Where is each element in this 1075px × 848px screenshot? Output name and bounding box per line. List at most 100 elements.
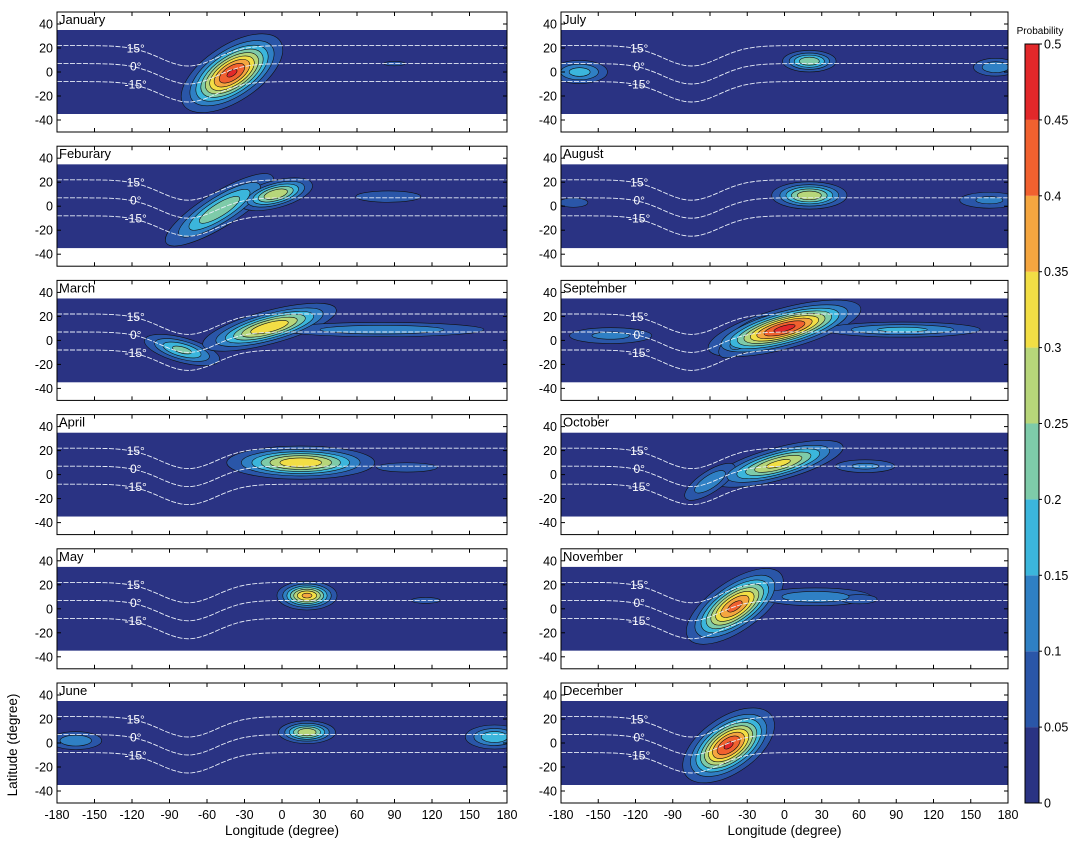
colorbar-bin	[1025, 423, 1039, 500]
x-tick-label: 150	[459, 808, 480, 822]
colorbar-tick-label: 0.45	[1044, 113, 1068, 127]
y-tick-label: -20	[35, 626, 53, 640]
y-tick-label: -40	[539, 785, 557, 799]
x-tick-label: 0	[781, 808, 788, 822]
colorbar-bin	[1025, 119, 1039, 196]
magnetic-line-label: 15°	[630, 41, 648, 55]
x-axis-label: Longitude (degree)	[727, 823, 841, 838]
contour-level-0.15	[568, 67, 591, 77]
month-label: Feburary	[59, 146, 112, 161]
colorbar-tick-label: 0.35	[1044, 265, 1068, 279]
magnetic-line-label: 15°	[630, 712, 648, 726]
magnetic-line	[561, 197, 1008, 219]
month-label: June	[59, 683, 87, 698]
magnetic-line	[561, 599, 1008, 622]
magnetic-line-label: -15°	[628, 614, 650, 628]
y-tick-label: 0	[46, 334, 53, 348]
colorbar-tick-label: 0.05	[1044, 721, 1068, 735]
x-tick-label: -30	[235, 808, 253, 822]
contour-level-0.1	[59, 734, 92, 747]
y-tick-label: -40	[539, 650, 557, 664]
y-tick-label: 40	[39, 554, 53, 568]
y-tick-label: -40	[539, 114, 557, 128]
probability-field: 15° 0° -15°	[57, 164, 507, 249]
colorbar-tick-label: 0.3	[1044, 341, 1061, 355]
contour-level-0.45	[723, 741, 734, 750]
background-level	[57, 30, 507, 114]
probability-field: 15° 0° -15°	[561, 30, 1008, 114]
magnetic-line	[561, 447, 1008, 470]
background-level	[561, 566, 1008, 651]
y-tick-label: 20	[39, 310, 53, 324]
y-tick-label: -40	[539, 516, 557, 530]
probability-field: 15° 0° -15°	[561, 432, 1008, 517]
probability-field: 15° 0° -15°	[57, 432, 507, 517]
y-tick-label: 40	[543, 420, 557, 434]
magnetic-line	[561, 734, 1008, 756]
y-tick-label: 0	[550, 200, 557, 214]
magnetic-line	[57, 734, 507, 756]
y-tick-label: 20	[39, 713, 53, 727]
y-tick-label: 0	[46, 737, 53, 751]
magnetic-line	[57, 716, 507, 738]
colorbar-tick-label: 0.15	[1044, 569, 1068, 583]
y-tick-label: 20	[39, 176, 53, 190]
colorbar-bin	[1025, 347, 1039, 424]
y-tick-label: -20	[35, 492, 53, 506]
colorbar-bin	[1025, 651, 1039, 728]
y-tick-label: -20	[539, 90, 557, 104]
contour-level-0.15	[877, 326, 928, 333]
contour-level-0.05	[376, 462, 438, 473]
probability-field: 15° 0° -15°	[561, 701, 1008, 785]
magnetic-line-label: 0°	[130, 730, 142, 744]
x-tick-label: -60	[701, 808, 719, 822]
contour-level-0.05	[355, 190, 421, 203]
magnetic-line	[561, 81, 1008, 103]
month-label: December	[563, 683, 624, 698]
y-tick-label: 40	[39, 689, 53, 703]
panel-july: 15° 0° -15° July -40 -20 0 20 40	[539, 11, 1009, 133]
probability-field: 15° 0° -15°	[57, 298, 507, 383]
panel-october: 15° 0° -15° October -40 -20 0 20 40	[539, 414, 1009, 536]
colorbar-tick-label: 0.25	[1044, 417, 1068, 431]
magnetic-line	[57, 752, 507, 774]
colorbar-tick-label: 0.5	[1044, 38, 1061, 52]
magnetic-line	[57, 349, 507, 371]
month-label: April	[59, 415, 85, 430]
magnetic-line-label: -15°	[628, 346, 650, 360]
contour-level-0.45	[773, 324, 796, 333]
magnetic-line	[561, 349, 1008, 371]
x-tick-label: 30	[815, 808, 829, 822]
x-tick-label: 90	[388, 808, 402, 822]
y-tick-label: -20	[539, 492, 557, 506]
contour-level-0.25	[263, 188, 288, 200]
probability-field: 15° 0° -15°	[57, 30, 507, 114]
magnetic-line	[561, 465, 1008, 488]
y-tick-label: 0	[550, 737, 557, 751]
x-tick-label: 180	[497, 808, 518, 822]
x-tick-label: 90	[889, 808, 903, 822]
background-level	[57, 566, 507, 651]
y-tick-label: -40	[35, 248, 53, 262]
magnetic-line-label: -15°	[125, 212, 147, 226]
y-tick-label: 20	[39, 444, 53, 458]
contour-level-0.15	[480, 731, 507, 743]
colorbar-bin	[1025, 195, 1039, 272]
probability-field: 15° 0° -15°	[561, 298, 1008, 383]
x-tick-label: -150	[82, 808, 107, 822]
x-tick-label: -180	[44, 808, 69, 822]
y-tick-label: 0	[550, 66, 557, 80]
contour-level-0.2	[199, 196, 240, 224]
y-tick-label: 20	[39, 42, 53, 56]
magnetic-line-label: 15°	[630, 310, 648, 324]
contour-level-0.45	[226, 68, 238, 78]
magnetic-line-label: 0°	[130, 59, 142, 73]
contour-level-0.3	[250, 320, 289, 335]
y-tick-label: 20	[39, 578, 53, 592]
probability-field: 15° 0° -15°	[57, 566, 507, 651]
colorbar-bin	[1025, 727, 1039, 803]
y-tick-label: 40	[543, 286, 557, 300]
y-tick-label: -20	[35, 761, 53, 775]
x-tick-label: 120	[923, 808, 944, 822]
